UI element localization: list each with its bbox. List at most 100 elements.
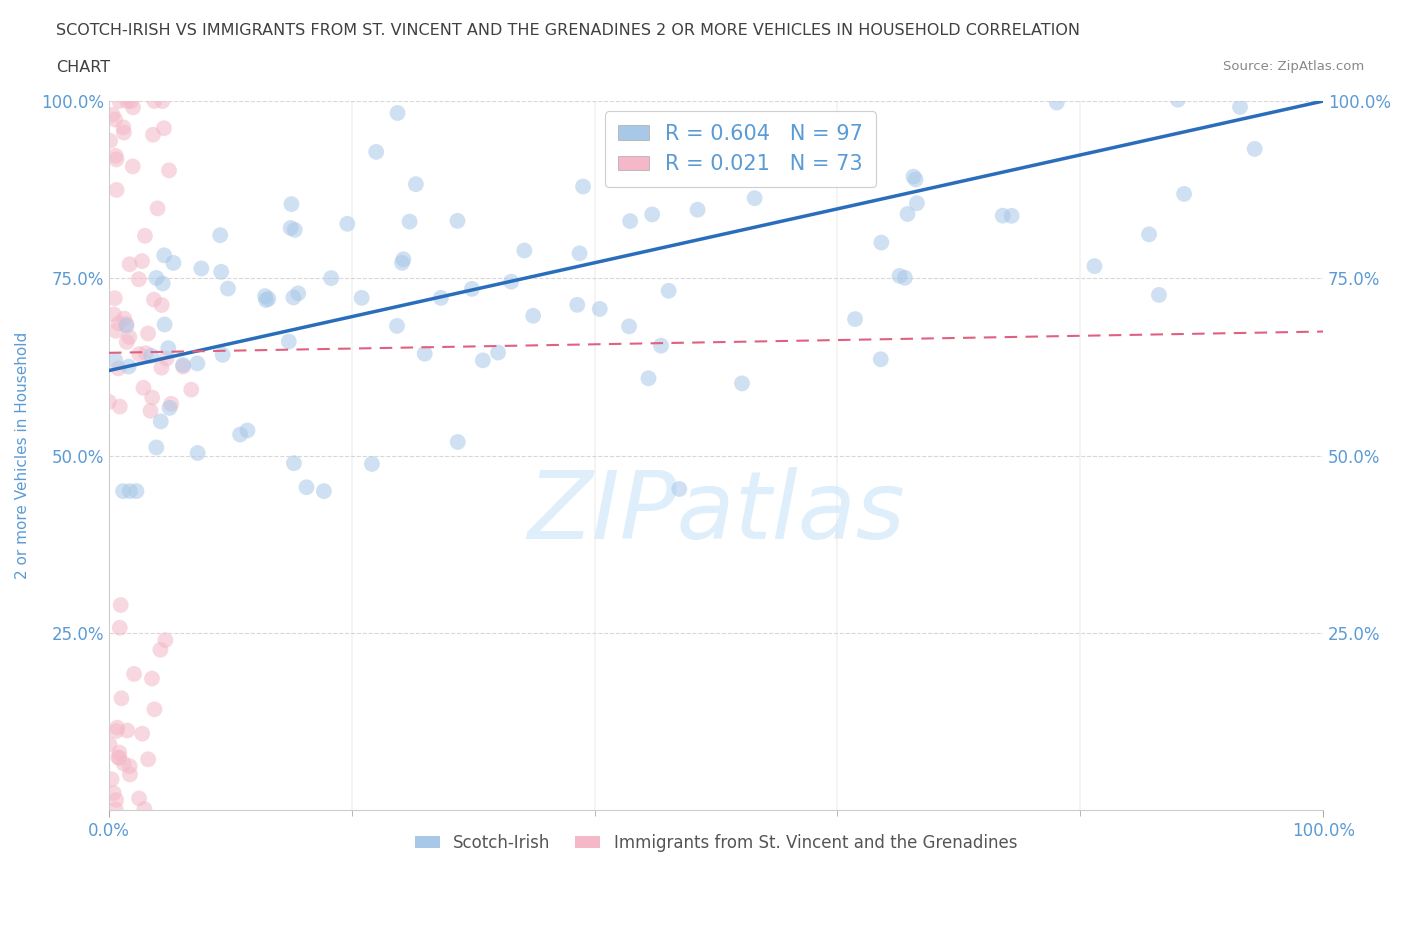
Point <box>392 252 415 267</box>
Point <box>869 352 891 366</box>
Point <box>112 312 135 326</box>
Point <box>254 293 277 308</box>
Point <box>104 802 127 817</box>
Point <box>894 271 917 286</box>
Point <box>187 445 209 460</box>
Point <box>1243 141 1265 156</box>
Point <box>844 312 866 326</box>
Point <box>101 107 124 122</box>
Point <box>295 480 318 495</box>
Point <box>1001 208 1024 223</box>
Point <box>107 361 129 376</box>
Point <box>568 246 591 260</box>
Point <box>280 196 302 211</box>
Point <box>139 404 162 418</box>
Point <box>658 284 681 299</box>
Point <box>398 214 420 229</box>
Point <box>134 229 156 244</box>
Point <box>112 120 135 135</box>
Point <box>121 159 143 174</box>
Point <box>1173 186 1195 201</box>
Point <box>108 399 131 414</box>
Point <box>236 423 259 438</box>
Point <box>650 339 672 353</box>
Point <box>1046 95 1069 110</box>
Point <box>100 772 122 787</box>
Point <box>149 643 172 658</box>
Point <box>209 228 232 243</box>
Point <box>98 133 121 148</box>
Point <box>112 126 135 140</box>
Point <box>217 281 239 296</box>
Point <box>186 356 208 371</box>
Point <box>471 352 494 367</box>
Point <box>136 326 159 341</box>
Point <box>619 214 641 229</box>
Point <box>889 269 911 284</box>
Point <box>104 291 127 306</box>
Point <box>141 390 163 405</box>
Point <box>744 191 766 206</box>
Point <box>190 261 212 276</box>
Point <box>180 382 202 397</box>
Point <box>1167 92 1189 107</box>
Point <box>145 271 167 286</box>
Point <box>617 319 640 334</box>
Point <box>152 276 174 291</box>
Point <box>159 401 181 416</box>
Point <box>142 127 165 142</box>
Point <box>896 206 918 221</box>
Point <box>118 484 141 498</box>
Point <box>172 357 194 372</box>
Point <box>131 726 153 741</box>
Point <box>105 182 128 197</box>
Point <box>254 288 277 303</box>
Point <box>778 79 800 94</box>
Point <box>112 484 135 498</box>
Point <box>105 720 128 735</box>
Point <box>122 667 145 682</box>
Point <box>155 352 177 366</box>
Point <box>641 207 664 222</box>
Point <box>105 152 128 166</box>
Point <box>172 359 194 374</box>
Point <box>107 316 129 331</box>
Point <box>141 349 163 364</box>
Point <box>283 456 305 471</box>
Point <box>108 745 131 760</box>
Point <box>150 298 173 312</box>
Point <box>1004 84 1026 99</box>
Point <box>501 274 523 289</box>
Text: CHART: CHART <box>56 60 110 75</box>
Point <box>1022 79 1045 94</box>
Point <box>132 380 155 395</box>
Point <box>104 112 127 126</box>
Point <box>430 290 453 305</box>
Point <box>112 756 135 771</box>
Point <box>134 802 156 817</box>
Point <box>118 767 141 782</box>
Point <box>513 243 536 258</box>
Point <box>105 724 128 738</box>
Point <box>157 340 180 355</box>
Point <box>98 394 121 409</box>
Point <box>283 290 305 305</box>
Point <box>157 163 180 178</box>
Point <box>1229 100 1251 114</box>
Point <box>668 482 690 497</box>
Point <box>1137 227 1160 242</box>
Text: SCOTCH-IRISH VS IMMIGRANTS FROM ST. VINCENT AND THE GRENADINES 2 OR MORE VEHICLE: SCOTCH-IRISH VS IMMIGRANTS FROM ST. VINC… <box>56 23 1080 38</box>
Point <box>135 346 157 361</box>
Point <box>567 298 589 312</box>
Point <box>904 172 927 187</box>
Point <box>152 94 174 109</box>
Point <box>1147 287 1170 302</box>
Point <box>118 759 141 774</box>
Point <box>153 317 176 332</box>
Point <box>287 286 309 300</box>
Point <box>136 751 159 766</box>
Point <box>143 702 166 717</box>
Point <box>336 217 359 232</box>
Point <box>131 254 153 269</box>
Point <box>103 307 125 322</box>
